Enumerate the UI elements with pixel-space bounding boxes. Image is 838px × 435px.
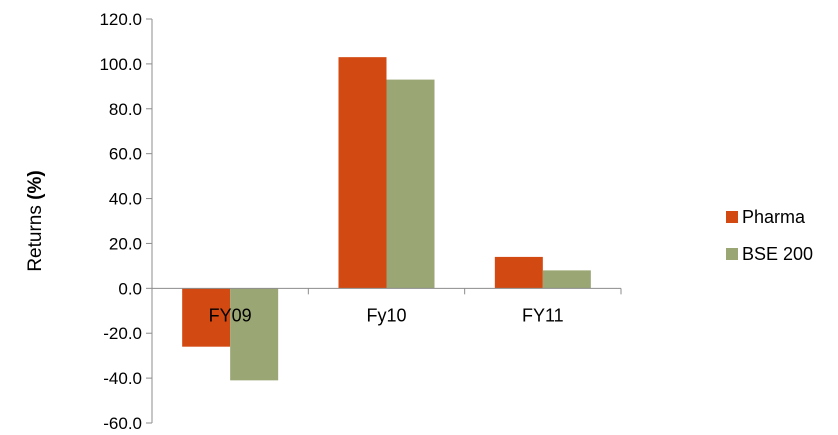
legend-label-bse-200: BSE 200 — [742, 244, 813, 264]
bar-bse-200-fy11 — [542, 270, 591, 289]
bar-pharma-fy11 — [494, 256, 543, 289]
y-tick-label: 100.0 — [99, 55, 142, 74]
category-labels: FY09 Fy10 FY11 — [209, 305, 564, 325]
legend-label-pharma: Pharma — [742, 207, 806, 227]
y-tick-label: 40.0 — [109, 190, 142, 209]
y-tick-label: 120.0 — [99, 10, 142, 29]
y-axis-title: Returns (%) — [25, 170, 46, 271]
bars — [182, 57, 591, 381]
bar-bse-200-fy10 — [386, 79, 435, 289]
y-tick-label: 0.0 — [118, 279, 142, 298]
y-tick-label: 60.0 — [109, 145, 142, 164]
y-axis: 120.0 100.0 80.0 60.0 40.0 20.0 0.0 -20.0 -40.0 -… — [99, 10, 153, 433]
y-axis-title-text: Returns (%) — [25, 170, 46, 271]
x-axis — [151, 287, 622, 295]
bar-bse-200-fy09 — [230, 288, 279, 381]
bar-pharma-fy09 — [182, 288, 231, 347]
y-tick-label: -20.0 — [103, 324, 142, 343]
x-category-label: FY11 — [522, 305, 564, 325]
y-tick-label: 80.0 — [109, 100, 142, 119]
y-tick-label: -60.0 — [103, 414, 142, 433]
legend: Pharma BSE 200 — [726, 207, 813, 264]
legend-swatch-pharma — [726, 211, 738, 223]
legend-swatch-bse-200 — [726, 248, 738, 260]
y-tick-label: -40.0 — [103, 369, 142, 388]
bar-pharma-fy10 — [338, 57, 387, 289]
y-tick-label: 20.0 — [109, 234, 142, 253]
x-category-label: FY09 — [209, 305, 252, 325]
x-category-label: Fy10 — [366, 305, 406, 325]
